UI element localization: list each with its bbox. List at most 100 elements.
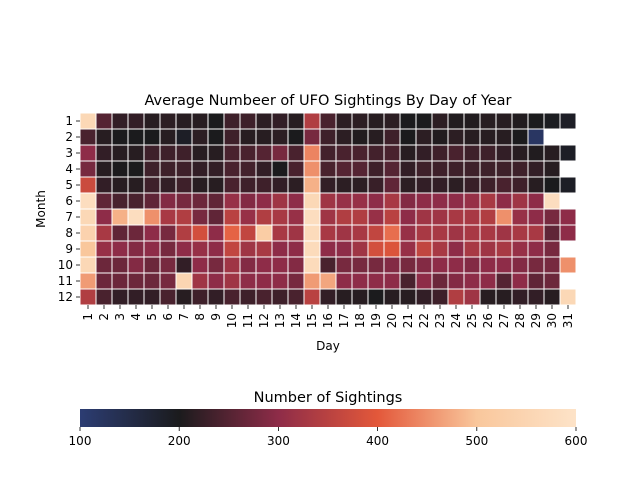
heatmap-cell-m9-d28 — [511, 240, 529, 258]
heatmap-cell-m3-d18 — [351, 144, 369, 162]
heatmap-cell-m5-d25 — [463, 176, 481, 194]
x-tick-label: 4 — [129, 313, 143, 321]
heatmap-cell-m9-d23 — [431, 240, 449, 258]
heatmap-cell-m12-d7 — [175, 288, 193, 306]
heatmap-cell-m5-d10 — [223, 176, 241, 194]
heatmap-cell-m7-d11 — [239, 208, 257, 226]
x-tick-label: 28 — [513, 313, 527, 328]
heatmap-cell-m10-d30 — [543, 256, 561, 274]
x-tick-label: 18 — [353, 313, 367, 328]
heatmap-cell-m1-d7 — [175, 112, 193, 130]
heatmap-cell-m4-d20 — [383, 160, 401, 178]
heatmap-cell-m5-d16 — [319, 176, 337, 194]
heatmap-cell-m2-d13 — [271, 128, 289, 146]
heatmap-cell-m6-d16 — [319, 192, 337, 210]
heatmap-cell-m7-d16 — [319, 208, 337, 226]
colorbar-tick-label: 600 — [565, 434, 588, 448]
y-axis-label: Month — [34, 190, 48, 228]
heatmap-cell-m9-d7 — [175, 240, 193, 258]
heatmap-cell-m5-d5 — [143, 176, 161, 194]
heatmap-cell-m1-d10 — [223, 112, 241, 130]
heatmap-cell-m10-d2 — [95, 256, 113, 274]
heatmap-cell-m7-d10 — [223, 208, 241, 226]
heatmap-cell-m8-d28 — [511, 224, 529, 242]
heatmap-cell-m6-d7 — [175, 192, 193, 210]
y-tick-label: 10 — [58, 258, 73, 272]
heatmap-cell-m6-d11 — [239, 192, 257, 210]
x-tick-label: 15 — [305, 313, 319, 328]
heatmap-cell-m1-d14 — [287, 112, 305, 130]
heatmap-cell-m4-d19 — [367, 160, 385, 178]
x-tick-label: 12 — [257, 313, 271, 328]
heatmap-cell-m5-d17 — [335, 176, 353, 194]
heatmap-cell-m2-d7 — [175, 128, 193, 146]
heatmap-cell-m6-d8 — [191, 192, 209, 210]
x-tick-label: 30 — [545, 313, 559, 328]
heatmap-cell-m1-d26 — [479, 112, 497, 130]
heatmap-cell-m11-d14 — [287, 272, 305, 290]
heatmap-cell-m11-d5 — [143, 272, 161, 290]
heatmap-cell-m8-d29 — [527, 224, 545, 242]
heatmap-cell-m8-d5 — [143, 224, 161, 242]
heatmap-cell-m3-d7 — [175, 144, 193, 162]
heatmap-cell-m1-d16 — [319, 112, 337, 130]
heatmap-cell-m3-d27 — [495, 144, 513, 162]
heatmap-cell-m7-d27 — [495, 208, 513, 226]
heatmap-cell-m5-d29 — [527, 176, 545, 194]
heatmap-cell-m3-d21 — [399, 144, 417, 162]
heatmap-cell-m5-d31 — [559, 176, 577, 194]
heatmap-cell-m8-d18 — [351, 224, 369, 242]
heatmap-cell-m6-d30 — [543, 192, 561, 210]
colorbar-tick-label: 500 — [465, 434, 488, 448]
heatmap-cell-m12-d21 — [399, 288, 417, 306]
heatmap-cell-m2-d20 — [383, 128, 401, 146]
heatmap-cell-m3-d3 — [111, 144, 129, 162]
heatmap-cell-m8-d30 — [543, 224, 561, 242]
heatmap-cell-m7-d3 — [111, 208, 129, 226]
heatmap-cell-m11-d29 — [527, 272, 545, 290]
heatmap-cell-m2-d25 — [463, 128, 481, 146]
heatmap-cell-m7-d26 — [479, 208, 497, 226]
y-tick-label: 7 — [65, 210, 73, 224]
heatmap-cell-m5-d27 — [495, 176, 513, 194]
heatmap-cell-m3-d19 — [367, 144, 385, 162]
heatmap-cell-m5-d1 — [79, 176, 97, 194]
heatmap-cell-m2-d21 — [399, 128, 417, 146]
heatmap-cell-m12-d8 — [191, 288, 209, 306]
heatmap-cell-m1-d9 — [207, 112, 225, 130]
heatmap-cell-m5-d26 — [479, 176, 497, 194]
heatmap-cell-m9-d1 — [79, 240, 97, 258]
heatmap-cell-m11-d9 — [207, 272, 225, 290]
heatmap-cell-m10-d26 — [479, 256, 497, 274]
heatmap-cell-m9-d21 — [399, 240, 417, 258]
heatmap-cell-m1-d20 — [383, 112, 401, 130]
heatmap-cell-m6-d19 — [367, 192, 385, 210]
heatmap-cell-m4-d17 — [335, 160, 353, 178]
x-tick-label: 23 — [433, 313, 447, 328]
heatmap-cell-m11-d4 — [127, 272, 145, 290]
heatmap-cell-m9-d24 — [447, 240, 465, 258]
heatmap-cell-m6-d6 — [159, 192, 177, 210]
heatmap-cell-m11-d25 — [463, 272, 481, 290]
heatmap-cell-m1-d27 — [495, 112, 513, 130]
heatmap-cell-m2-d12 — [255, 128, 273, 146]
heatmap-cell-m10-d12 — [255, 256, 273, 274]
heatmap-cell-m8-d25 — [463, 224, 481, 242]
heatmap-cell-m4-d30 — [543, 160, 561, 178]
heatmap-cell-m12-d25 — [463, 288, 481, 306]
heatmap-cell-m1-d8 — [191, 112, 209, 130]
heatmap-cell-m4-d27 — [495, 160, 513, 178]
heatmap-cell-m5-d22 — [415, 176, 433, 194]
heatmap-cell-m2-d6 — [159, 128, 177, 146]
heatmap-cell-m2-d26 — [479, 128, 497, 146]
heatmap-cell-m3-d4 — [127, 144, 145, 162]
x-tick-label: 1 — [81, 313, 95, 321]
heatmap-cell-m5-d19 — [367, 176, 385, 194]
heatmap-cell-m8-d4 — [127, 224, 145, 242]
heatmap-cell-m7-d1 — [79, 208, 97, 226]
heatmap-cell-m5-d21 — [399, 176, 417, 194]
heatmap-cell-m6-d1 — [79, 192, 97, 210]
heatmap-cell-m8-d12 — [255, 224, 273, 242]
heatmap-cell-m9-d25 — [463, 240, 481, 258]
heatmap-cell-m4-d9 — [207, 160, 225, 178]
